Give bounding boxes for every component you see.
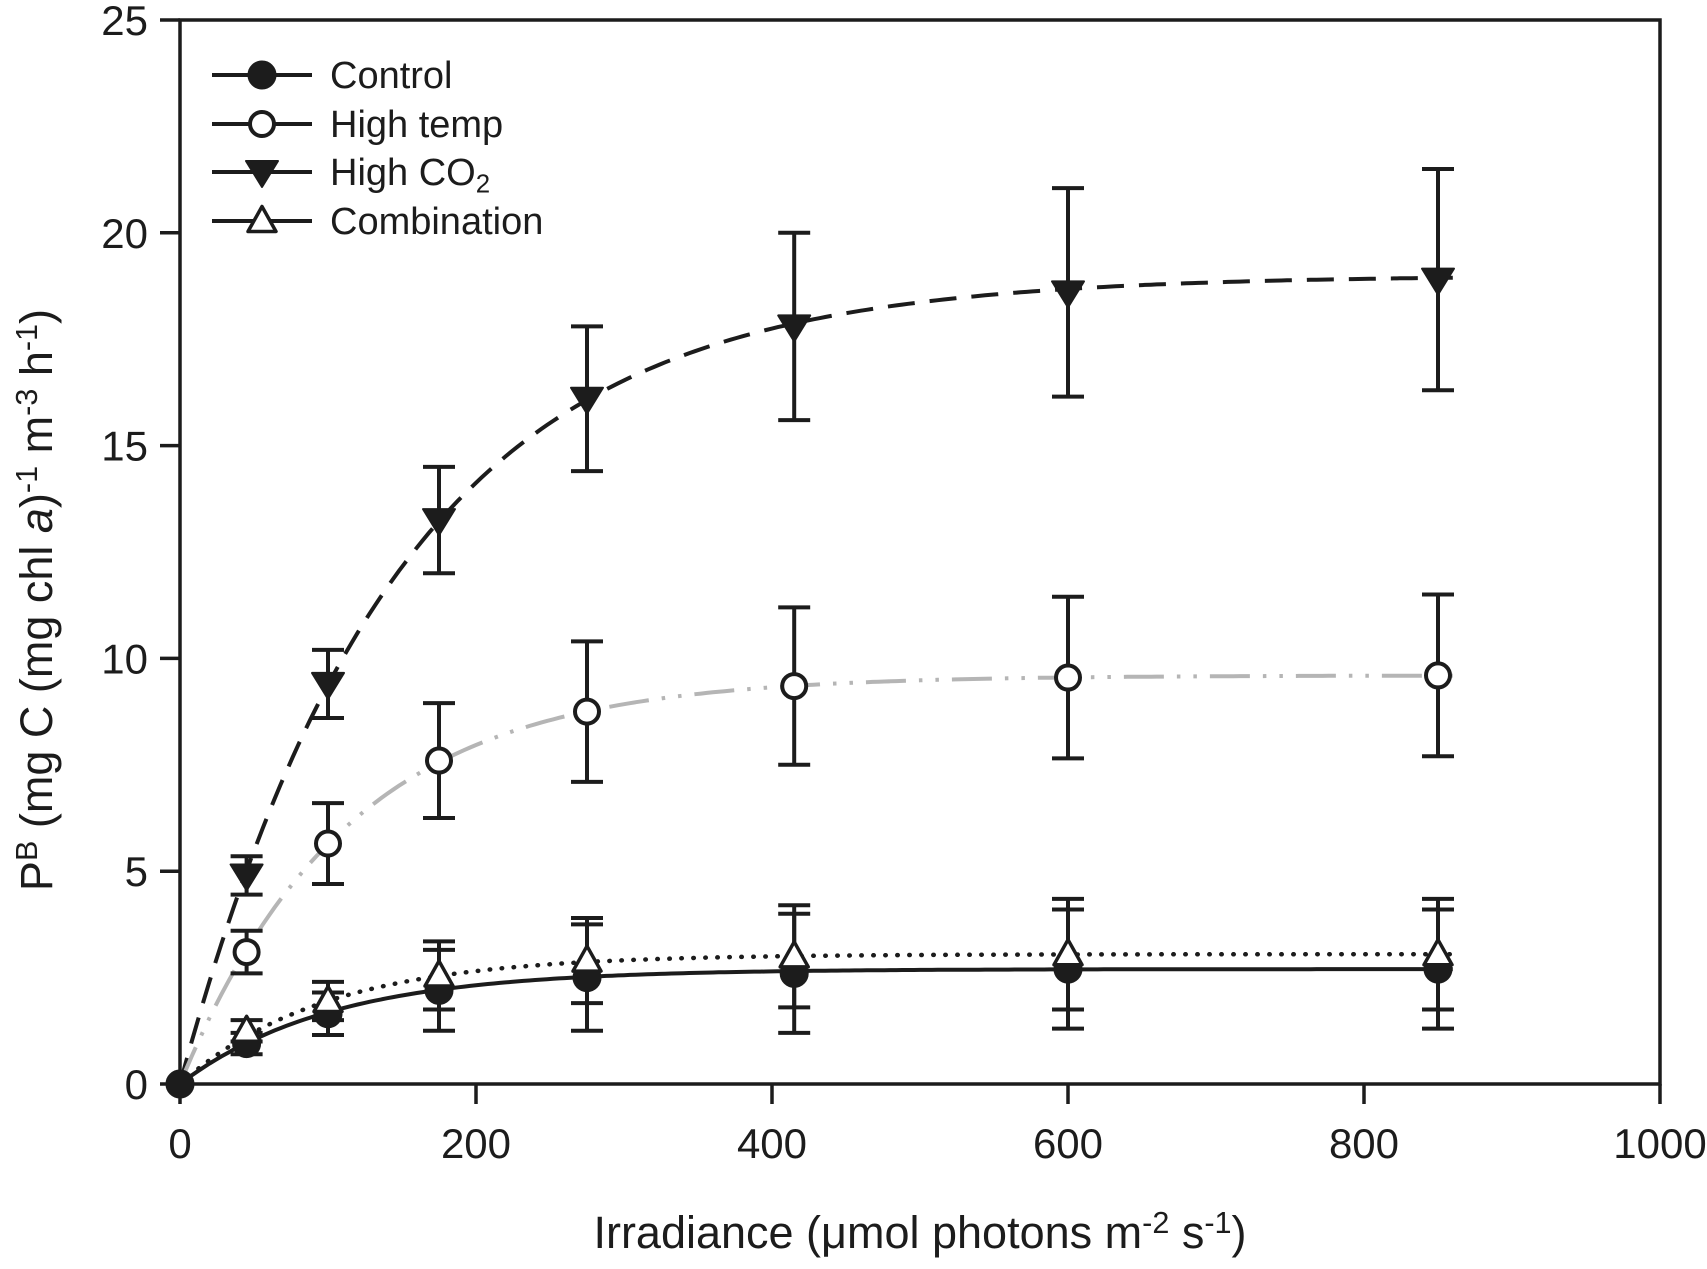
plot-frame (178, 18, 1662, 1086)
marker-triangle-down-filled (422, 508, 456, 537)
x-tick-label: 400 (737, 1120, 807, 1167)
x-tick-label: 0 (168, 1120, 191, 1167)
marker-circle-open (248, 110, 276, 138)
x-axis-title: Irradiance (μmol photons m-2 s-1) (593, 1206, 1246, 1258)
error-bars (230, 166, 1454, 1057)
legend-item-control: Control (212, 55, 453, 97)
y-tick-label: 10 (101, 635, 148, 682)
marker-triangle-up-open (1052, 937, 1084, 967)
legend-label-high-temp: High temp (330, 104, 503, 146)
marker-circle-filled (165, 1069, 195, 1099)
marker-triangle-down-filled (1051, 280, 1085, 309)
marker-triangle-down-filled (229, 863, 264, 892)
legend-item-high-temp: High temp (212, 104, 503, 146)
legend-label-control: Control (330, 55, 453, 97)
legend-label-combination: Combination (330, 201, 543, 243)
y-tick-label: 20 (101, 210, 148, 257)
marker-triangle-down-filled (570, 386, 604, 415)
marker-triangle-up-open (230, 1014, 263, 1044)
marker-circle-filled (247, 60, 277, 90)
x-tick-label: 200 (441, 1120, 511, 1167)
marker-circle-open (314, 829, 342, 858)
marker-circle-open (425, 746, 453, 775)
marker-triangle-up-open (423, 959, 455, 988)
marker-triangle-down-filled (777, 314, 812, 343)
marker-triangle-down-filled (311, 671, 345, 700)
marker-triangle-up-open (778, 940, 810, 969)
y-tick-label: 5 (125, 848, 148, 895)
marker-triangle-down-filled (245, 160, 279, 188)
marker-triangle-up-open (1422, 937, 1454, 967)
x-tick-label: 600 (1033, 1120, 1103, 1167)
x-tick-label: 800 (1329, 1120, 1399, 1167)
marker-triangle-up-open (571, 944, 603, 973)
marker-triangle-up-open (312, 984, 344, 1014)
series-curve-high-co2 (178, 275, 1453, 1085)
y-axis-title: PB (mg C (mg chl a)-1 m-3 h-1) (10, 309, 62, 891)
marker-triangle-up-open (246, 204, 278, 234)
marker-circle-open (1054, 663, 1082, 692)
series-markers-combination (230, 937, 1454, 1044)
series-markers-high-temp (232, 661, 1452, 967)
legend-label-high-co2: High CO2 (330, 152, 490, 199)
x-tick-label: 1000 (1613, 1120, 1706, 1167)
series-curves (177, 275, 1456, 1087)
y-tick-label: 15 (101, 423, 148, 470)
y-tick-label: 25 (101, 0, 148, 44)
legend-item-high-co2: High CO2 (212, 152, 490, 199)
axis-ticks: 0 200 400 600 800 1000 0 5 10 15 20 25 (101, 0, 1706, 1167)
marker-circle-open (232, 938, 261, 967)
marker-circle-open (780, 672, 809, 701)
series-curve-combination (177, 951, 1456, 1087)
series-curve-control (178, 967, 1453, 1086)
series-curve-high-temp (178, 673, 1453, 1085)
series-markers-control (165, 954, 1453, 1099)
legend-item-combination: Combination (212, 201, 543, 243)
series-markers-high-co2 (229, 267, 1455, 892)
marker-circle-open (573, 697, 601, 726)
marker-circle-open (1424, 661, 1452, 690)
y-tick-label: 0 (125, 1061, 148, 1108)
marker-triangle-down-filled (1421, 267, 1455, 296)
